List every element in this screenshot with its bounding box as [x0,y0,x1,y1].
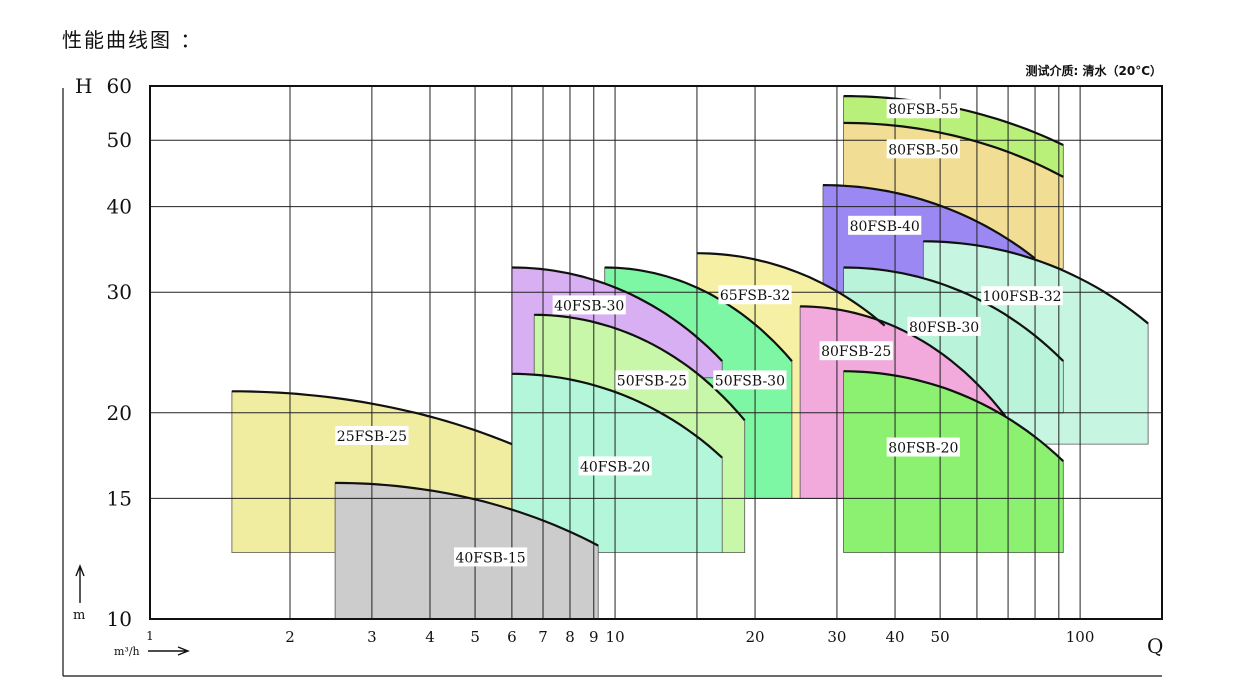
test-medium-note: 测试介质: 清水（20°C） [1025,64,1162,78]
curve-50fsb-30 [604,266,793,362]
y-unit-arrow [75,564,85,603]
y-tick-label: 40 [107,195,132,219]
x-tick-label: 50 [931,628,950,646]
y-tick-label: 10 [107,607,132,631]
pump-labels: 80FSB-55 80FSB-50 80FSB-40 100FSB-3280FSB-3… [335,99,1063,567]
label-bg-40fsb-15 [454,547,528,567]
x-unit-arrow [148,646,190,656]
label-bg-40fsb-30 [552,295,626,315]
y-axis-title: H [75,74,92,98]
pump-curves [231,95,1149,547]
label-25fsb-25: 25FSB-25 [337,429,407,445]
axes: 10 15 20 30 40 50 60 1 2 3 4 5 6 7 8 9 10 20 30 40 50 100 H Qm m… [62,74,1163,677]
curve-40fsb-30 [511,266,723,362]
curve-80fsb-25 [800,305,1007,417]
grid-lines [150,86,1162,619]
y-unit-label: m [73,608,85,623]
curve-25fsb-25 [231,390,513,446]
label-bg-100fsb-32 [981,286,1063,306]
x-tick-label: 4 [425,628,435,646]
label-80fsb-30: 80FSB-30 [909,320,979,336]
label-80fsb-55: 80FSB-55 [888,102,958,118]
label-bg-25fsb-25 [335,426,409,445]
label-bg-80fsb-20 [886,437,960,457]
label-bg-80fsb-50 [886,139,960,159]
label-bg-40fsb-20 [578,456,652,476]
label-80fsb-50: 80FSB-50 [888,142,958,158]
label-100fsb-32: 100FSB-32 [982,289,1061,305]
page-title: 性能曲线图 ： [62,28,203,52]
x-axis-title: Q [1147,634,1163,658]
label-40fsb-15: 40FSB-15 [455,550,525,566]
label-65fsb-32: 65FSB-32 [720,288,790,304]
label-bg-65fsb-32 [718,285,792,305]
y-tick-label: 15 [107,486,132,510]
x-tick-label: 20 [745,628,764,646]
y-tick-label: 60 [107,74,132,98]
label-50fsb-30: 50FSB-30 [715,373,785,389]
label-80fsb-40: 80FSB-40 [850,219,920,235]
label-50fsb-25: 50FSB-25 [617,373,687,389]
curve-65fsb-32 [696,252,886,327]
label-bg-80fsb-55 [886,99,960,119]
x-tick-label: 8 [565,628,575,646]
x-tick-label: 9 [589,628,599,646]
x-tick-label: 2 [285,628,295,646]
x-tick-label: 100 [1066,628,1095,646]
label-bg-80fsb-40 [848,215,922,235]
x-tick-label: 40 [885,628,904,646]
pump-areas [231,95,1149,620]
x-tick-label: 10 [606,628,625,646]
y-tick-label: 20 [107,401,132,425]
label-40fsb-30: 40FSB-30 [554,298,624,314]
curve-40fsb-15 [335,481,599,547]
y-tick-label: 30 [107,280,132,304]
x-tick-label: 5 [470,628,480,646]
label-bg-50fsb-30 [713,370,787,390]
label-80fsb-20: 80FSB-20 [888,441,958,457]
x-tick-label: 6 [507,628,517,646]
curve-100fsb-32 [923,240,1149,325]
curve-80fsb-40 [822,184,1036,260]
curve-80fsb-50 [843,121,1064,178]
x-tick-label: 1 [146,629,154,643]
label-80fsb-25: 80FSB-25 [821,344,891,360]
x-unit-label: m³/h [114,645,140,658]
x-tick-label: 3 [367,628,377,646]
x-tick-label: 7 [538,628,548,646]
label-bg-80fsb-30 [907,316,981,336]
curve-80fsb-20 [843,370,1065,463]
y-tick-label: 50 [107,128,132,152]
plot-frame [149,85,1163,620]
label-bg-50fsb-25 [615,370,689,390]
curve-80fsb-30 [843,266,1065,362]
x-tick-label: 30 [827,628,846,646]
curve-40fsb-20 [511,372,723,459]
curve-50fsb-25 [534,313,746,422]
label-40fsb-20: 40FSB-20 [580,459,650,475]
label-bg-80fsb-25 [819,341,893,361]
